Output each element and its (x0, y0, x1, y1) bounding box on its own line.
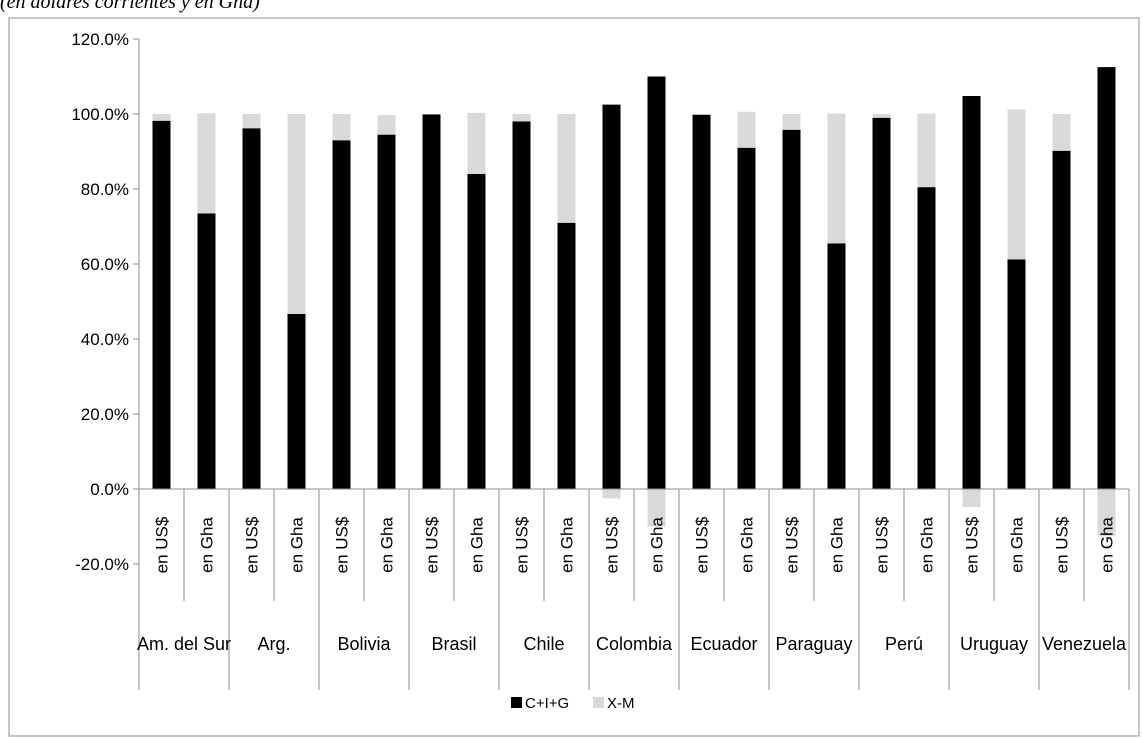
category-label: en US$ (873, 516, 892, 573)
category-label: en Gha (738, 517, 757, 573)
bar-cig (377, 134, 396, 489)
group-label: Arg. (257, 634, 290, 654)
category-label: en US$ (963, 516, 982, 573)
legend-swatch (593, 697, 604, 708)
bar-cig (467, 174, 486, 489)
bar-xm (692, 114, 711, 115)
category-label: en Gha (558, 517, 577, 573)
bar-cig (917, 187, 936, 489)
group-label: Ecuador (690, 634, 757, 654)
category-label: en Gha (1098, 517, 1117, 573)
group-label: Bolivia (337, 634, 391, 654)
bar-xm (1097, 489, 1116, 536)
bar-xm (782, 114, 801, 130)
category-label: en US$ (1053, 516, 1072, 573)
category-label: en Gha (828, 517, 847, 573)
bar-cig (782, 129, 801, 489)
bar-xm (602, 489, 621, 499)
category-label: en US$ (153, 516, 172, 573)
bar-cig (827, 243, 846, 489)
bar-cig (872, 117, 891, 489)
bar-cig (332, 140, 351, 489)
legend-label: X-M (607, 695, 635, 712)
category-label: en Gha (918, 517, 937, 573)
category-label: en US$ (513, 516, 532, 573)
bar-cig (152, 120, 171, 489)
bar-xm (152, 114, 171, 121)
y-tick-label: 0.0% (90, 480, 129, 499)
chart-subtitle: (en dólares corrientes y en Gha) (0, 0, 260, 13)
bar-xm (962, 489, 981, 507)
category-label: en Gha (288, 517, 307, 573)
legend-swatch (511, 697, 522, 708)
bar-cig (647, 76, 666, 489)
bar-xm (197, 113, 216, 214)
group-label: Venezuela (1042, 634, 1127, 654)
bar-xm (1052, 114, 1071, 151)
bar-xm (467, 112, 486, 174)
group-label: Brasil (431, 634, 476, 654)
category-label: en US$ (243, 516, 262, 573)
group-label: Paraguay (775, 634, 852, 654)
group-label: Perú (885, 634, 923, 654)
bar-cig (242, 128, 261, 489)
y-tick-label: 80.0% (81, 180, 129, 199)
bar-xm (1007, 109, 1026, 260)
bar-xm (827, 113, 846, 244)
category-label: en Gha (648, 517, 667, 573)
bar-cig (1007, 259, 1026, 489)
bar-cig (197, 213, 216, 489)
category-label: en US$ (333, 516, 352, 573)
category-label: en Gha (468, 517, 487, 573)
bar-xm (872, 114, 891, 118)
bar-cig (1097, 67, 1116, 489)
category-label: en US$ (693, 516, 712, 573)
bar-cig (422, 114, 441, 489)
group-label: Colombia (596, 634, 673, 654)
bar-cig (692, 114, 711, 489)
bar-cig (557, 222, 576, 489)
bar-xm (512, 114, 531, 122)
category-label: en US$ (603, 516, 622, 573)
y-tick-label: 60.0% (81, 255, 129, 274)
bar-xm (377, 115, 396, 135)
bar-cig (512, 121, 531, 489)
legend: C+I+G X-M (511, 695, 635, 712)
bar-cig (1052, 150, 1071, 489)
bar-cig (962, 96, 981, 489)
bar-xm (557, 114, 576, 223)
category-label: en US$ (423, 516, 442, 573)
category-label: en Gha (378, 517, 397, 573)
category-label: en US$ (783, 516, 802, 573)
bar-xm (242, 114, 261, 129)
bar-xm (737, 111, 756, 148)
bar-xm (332, 114, 351, 141)
bar-xm (917, 113, 936, 188)
bar-xm (647, 489, 666, 527)
category-label: en Gha (198, 517, 217, 573)
group-label: Uruguay (960, 634, 1028, 654)
bar-cig (737, 147, 756, 489)
legend-label: C+I+G (525, 695, 569, 712)
axes-layer: -20.0% 0.0% 20.0% 40.0% 60.0% 80.0% 100.0% 120.… (71, 30, 1130, 690)
y-tick-label: 100.0% (71, 105, 129, 124)
category-label: en Gha (1008, 517, 1027, 573)
bar-cig (287, 313, 306, 489)
y-tick-label: 20.0% (81, 405, 129, 424)
group-label: Am. del Sur (137, 634, 231, 654)
y-tick-label: -20.0% (75, 555, 129, 574)
y-tick-label: 40.0% (81, 330, 129, 349)
y-tick-label: 120.0% (71, 30, 129, 49)
group-label: Chile (523, 634, 564, 654)
bar-cig (602, 104, 621, 489)
bar-xm (287, 114, 306, 314)
bars-layer (152, 67, 1116, 536)
